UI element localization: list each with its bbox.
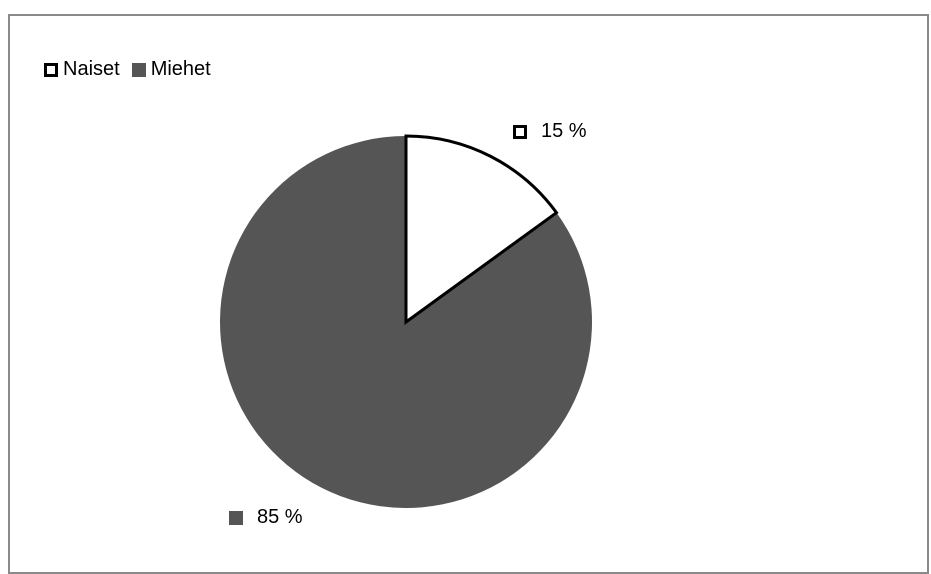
legend-label-miehet: Miehet [150, 58, 211, 80]
data-label-value-miehet: 85 % [257, 506, 303, 528]
data-label-miehet: 85 % [229, 506, 303, 529]
legend-swatch-naiset [44, 62, 58, 77]
pie-slice-naiset [404, 134, 559, 325]
data-label-swatch-miehet [229, 510, 243, 525]
legend-label-naiset: Naiset [63, 58, 120, 80]
legend-swatch-miehet [131, 62, 146, 77]
data-label-value-naiset: 15 % [541, 120, 587, 142]
legend: Naiset Miehet [44, 58, 223, 81]
pie-chart [220, 134, 593, 508]
legend-item-naiset: Naiset [44, 58, 120, 81]
data-label-swatch-naiset [513, 124, 527, 139]
legend-item-miehet: Miehet [131, 58, 211, 81]
data-label-naiset: 15 % [513, 120, 587, 143]
